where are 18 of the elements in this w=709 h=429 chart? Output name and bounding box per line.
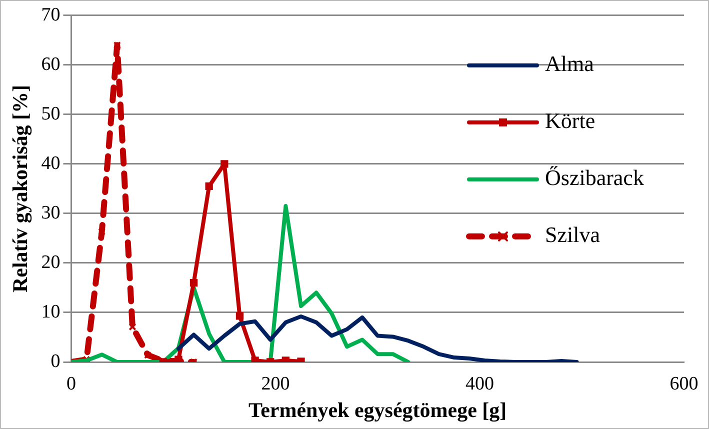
x-tick-label: 600 <box>670 373 698 394</box>
y-tick-label: 20 <box>41 252 60 273</box>
x-tick-label: 200 <box>261 373 290 394</box>
y-tick-label: 0 <box>50 350 60 372</box>
y-tick-label: 10 <box>41 301 60 322</box>
y-tick-label: 50 <box>41 103 60 124</box>
x-axis-title: Termények egységtömege [g] <box>248 398 507 422</box>
legend-label: Szilva <box>545 222 600 248</box>
y-tick-label: 30 <box>41 202 60 224</box>
legend-label: Őszibarack <box>545 165 644 190</box>
legend-label: Körte <box>545 108 596 134</box>
x-tick-label: 400 <box>465 373 494 394</box>
y-tick-label: 70 <box>41 4 60 26</box>
legend-label: Alma <box>545 51 594 76</box>
x-tick-label: 0 <box>66 373 76 394</box>
y-tick-label: 60 <box>41 54 60 75</box>
y-axis-title: Relatív gyakoriság [%] <box>8 84 32 293</box>
y-tick-label: 40 <box>41 152 60 174</box>
